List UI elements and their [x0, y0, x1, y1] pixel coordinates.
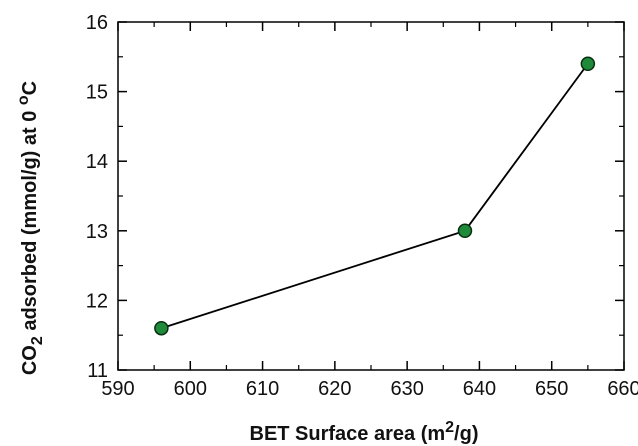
x-tick-labels: 590 600 610 620 630 640 650 660 [101, 378, 638, 400]
x-tick-label: 610 [246, 378, 279, 400]
y-tick-label: 15 [86, 82, 108, 104]
y-axis-title-pre: CO [19, 345, 41, 375]
x-tick-label: 660 [607, 378, 638, 400]
series-line [161, 63, 589, 330]
y-tick-label: 14 [86, 151, 108, 173]
plot-frame [117, 21, 625, 371]
minor-ticks [118, 22, 624, 370]
data-point [154, 320, 169, 336]
x-tick-label: 630 [390, 378, 423, 400]
y-tick-label: 11 [87, 360, 108, 382]
x-tick-label: 620 [318, 378, 351, 400]
x-tick-label: 590 [101, 378, 134, 400]
y-tick-labels: 11 12 13 14 15 16 [86, 12, 108, 382]
x-tick-label: 640 [463, 378, 496, 400]
y-axis-title-sup: o [15, 95, 32, 105]
y-axis-title-sub: 2 [29, 336, 46, 345]
y-tick-label: 16 [86, 12, 108, 34]
x-axis-title-main: BET Surface area (m [250, 423, 446, 445]
data-point [457, 223, 473, 239]
y-axis-title-mid: adsorbed (mmol/g) at 0 [19, 105, 41, 336]
x-axis-title: BET Surface area (m2/g) [250, 419, 479, 445]
y-tick-label: 12 [86, 290, 108, 312]
y-axis-title: CO2 adsorbed (mmol/g) at 0 oC [15, 81, 46, 375]
y-tick-label: 13 [86, 221, 108, 243]
series-layer [154, 56, 596, 336]
x-tick-label: 600 [174, 378, 207, 400]
data-point [580, 56, 596, 72]
x-tick-label: 650 [535, 378, 568, 400]
x-axis-title-tail: /g) [454, 423, 478, 445]
x-axis-title-sup: 2 [445, 419, 454, 436]
y-axis-title-tail: C [19, 81, 41, 95]
